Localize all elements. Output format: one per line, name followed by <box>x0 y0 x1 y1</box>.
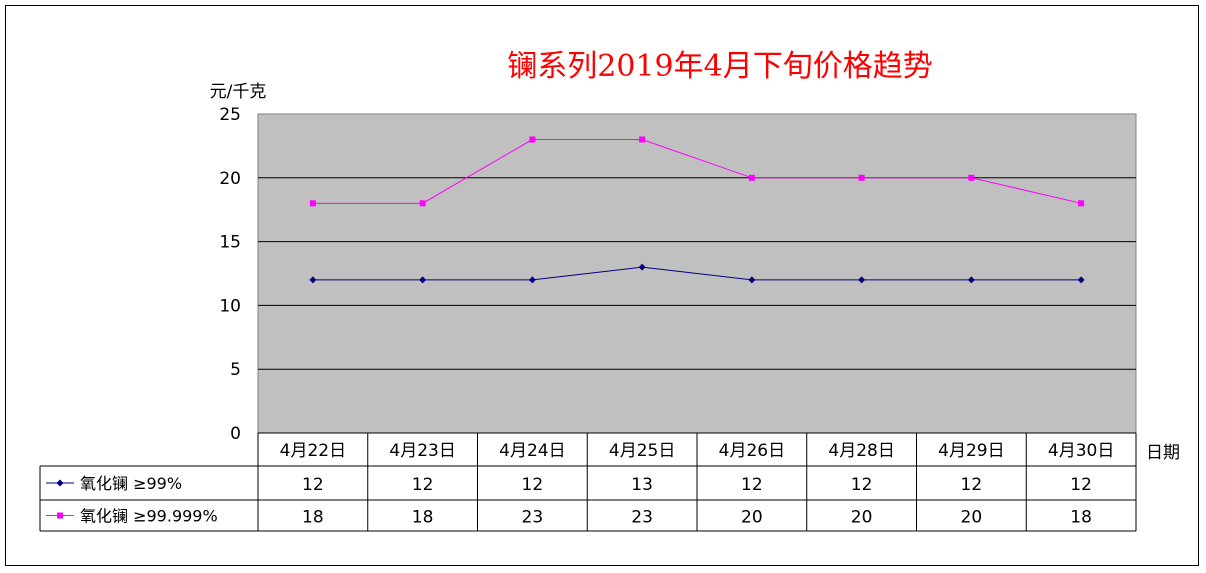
y-tick-label: 25 <box>219 105 241 125</box>
x-tick-label: 4月26日 <box>719 441 785 461</box>
data-label: 12 <box>961 475 983 495</box>
data-label: 23 <box>631 508 653 528</box>
data-point <box>858 174 865 181</box>
x-tick-label: 4月30日 <box>1048 441 1114 461</box>
x-tick-label: 4月25日 <box>609 441 675 461</box>
data-label: 12 <box>1070 475 1092 495</box>
x-tick-label: 4月28日 <box>828 441 894 461</box>
x-tick-label: 4月23日 <box>389 441 455 461</box>
chart-title: 镧系列2019年4月下旬价格趋势 <box>507 49 932 84</box>
data-point <box>528 276 536 284</box>
data-point <box>1078 200 1085 207</box>
data-point <box>748 174 755 181</box>
data-point <box>967 276 975 284</box>
series-line-2 <box>312 139 1082 204</box>
data-label: 20 <box>741 508 763 528</box>
y-tick-label: 0 <box>230 424 241 444</box>
data-point <box>639 136 646 143</box>
x-tick-label: 4月22日 <box>280 441 346 461</box>
data-label: 12 <box>412 475 434 495</box>
x-axis-label: 日期 <box>1146 443 1180 463</box>
data-label: 20 <box>961 508 983 528</box>
y-tick-label: 5 <box>230 360 241 380</box>
data-label: 12 <box>741 475 763 495</box>
y-tick-label: 10 <box>219 296 241 316</box>
y-axis-label: 元/千克 <box>210 82 267 102</box>
data-label: 13 <box>631 475 653 495</box>
data-point <box>968 174 975 181</box>
legend-label: 氧化镧 ≥99% <box>80 474 182 493</box>
data-point <box>858 276 866 284</box>
data-point <box>419 200 426 207</box>
y-tick-label: 20 <box>219 169 241 189</box>
x-tick-label: 4月24日 <box>499 441 565 461</box>
data-point <box>309 200 316 207</box>
data-point <box>1077 276 1085 284</box>
data-label: 18 <box>302 508 324 528</box>
x-tick-label: 4月29日 <box>938 441 1004 461</box>
data-label: 20 <box>851 508 873 528</box>
data-point <box>419 276 427 284</box>
data-label: 23 <box>522 508 544 528</box>
data-point <box>748 276 756 284</box>
legend-marker <box>56 479 64 487</box>
data-point <box>638 263 646 271</box>
data-label: 12 <box>522 475 544 495</box>
legend-label: 氧化镧 ≥99.999% <box>80 507 218 526</box>
data-point <box>529 136 536 143</box>
series-line-1 <box>312 266 1082 281</box>
data-point <box>309 276 317 284</box>
data-label: 12 <box>302 475 324 495</box>
legend-marker <box>57 512 63 519</box>
y-tick-label: 15 <box>219 233 241 253</box>
data-label: 18 <box>1070 508 1092 528</box>
data-label: 18 <box>412 508 434 528</box>
data-label: 12 <box>851 475 873 495</box>
